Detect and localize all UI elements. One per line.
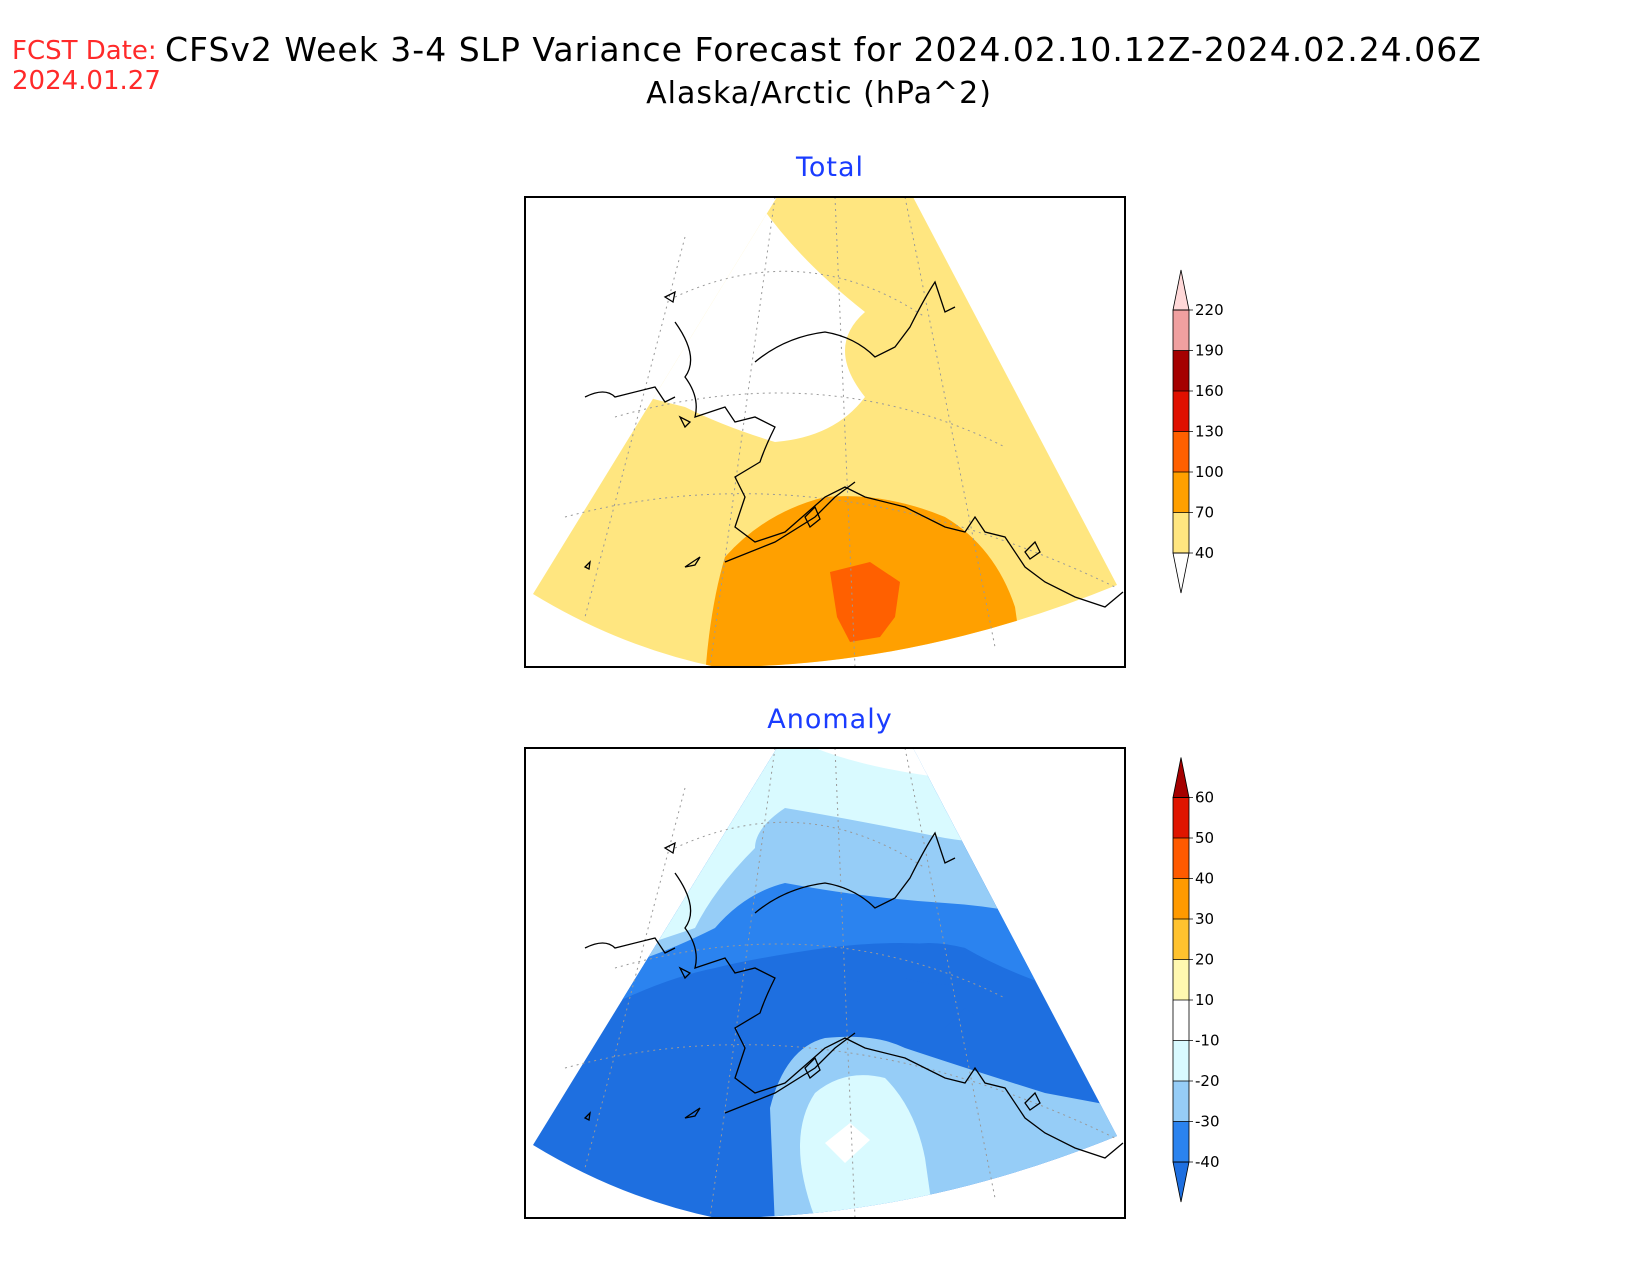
total-graticule [564,196,1116,668]
forecast-date-value: 2024.01.27 [12,66,161,96]
total-map-frame [524,196,1126,668]
anomaly-map-frame [524,747,1126,1219]
total-colorbar-segment [1173,472,1189,513]
anomaly-colorbar-segment [1173,797,1189,838]
forecast-date-label: FCST Date: [12,36,157,66]
anomaly-shade-under-40-east [945,1008,985,1048]
anomaly-colorbar-tick-label: -10 [1195,1032,1220,1050]
total-colorbar-tick-label: 70 [1195,504,1214,522]
anomaly-colorbar-tick-label: 20 [1195,951,1214,969]
total-colorbar-segment [1173,310,1189,351]
total-colorbar-tick-label: 100 [1195,463,1224,481]
anomaly-fill-layers [533,748,1117,1218]
anomaly-colorbar: -40 -30 -20 -10 10 20 30 40 50 60 [1172,757,1220,1203]
total-colorbar-tick-label: 160 [1195,382,1224,400]
total-colorbar-tick-label: 220 [1195,301,1224,319]
anomaly-colorbar-segment [1173,1000,1189,1041]
anomaly-colorbar-tick-label: 50 [1195,829,1214,847]
anomaly-colorbar-segment [1173,1081,1189,1122]
anomaly-map [524,747,1126,1219]
anomaly-colorbar-tick-label: -40 [1195,1153,1220,1171]
forecast-date-block: FCST Date: 2024.01.27 [12,36,161,96]
total-colorbar-tick-label: 40 [1195,544,1214,562]
anomaly-colorbar-tick-label: 60 [1195,789,1214,807]
anomaly-colorbar-segment [1173,878,1189,919]
anomaly-graticule [564,747,1116,1219]
total-colorbar-segment [1173,431,1189,472]
anomaly-colorbar-tick-label: 10 [1195,991,1214,1009]
anomaly-colorbar-segment [1173,919,1189,960]
total-panel-title: Total [795,152,865,183]
anomaly-shade-near-zero-south [825,1123,870,1163]
total-shade-100-130 [830,562,900,642]
anomaly-coastline [583,831,1124,1159]
anomaly-shade-20-10-south [800,1075,935,1218]
total-colorbar-segment [1173,512,1189,553]
anomaly-colorbar-segment [1173,838,1189,879]
total-colorbar-bottom-triangle [1172,552,1190,594]
total-colorbar-segment [1173,350,1189,391]
page-title: CFSv2 Week 3-4 SLP Variance Forecast for… [165,30,1482,69]
anomaly-colorbar-bottom-triangle [1172,1161,1190,1203]
total-map [524,196,1126,668]
anomaly-colorbar-tick-label: -20 [1195,1072,1220,1090]
total-colorbar: 40 70 100 130 160 190 220 [1172,269,1224,594]
anomaly-colorbar-segment [1173,1121,1189,1162]
total-colorbar-tick-label: 130 [1195,423,1224,441]
total-colorbar-top-triangle [1172,269,1190,311]
anomaly-colorbar-tick-label: 40 [1195,870,1214,888]
anomaly-shade-under-40-north [900,943,965,985]
page-subtitle: Alaska/Arctic (hPa^2) [0,76,1650,111]
anomaly-panel-title: Anomaly [767,704,893,735]
anomaly-colorbar-segment [1173,1040,1189,1081]
total-colorbar-segment [1173,391,1189,432]
subtitle-text: Alaska/Arctic (hPa^2) [646,76,992,111]
anomaly-colorbar-tick-label: -30 [1195,1113,1220,1131]
total-coastline [583,280,1124,608]
total-colorbar-tick-label: 190 [1195,342,1224,360]
anomaly-colorbar-tick-label: 30 [1195,910,1214,928]
anomaly-colorbar-top-triangle [1172,757,1190,798]
total-fill-layers [533,197,1117,667]
anomaly-colorbar-segment [1173,959,1189,1000]
